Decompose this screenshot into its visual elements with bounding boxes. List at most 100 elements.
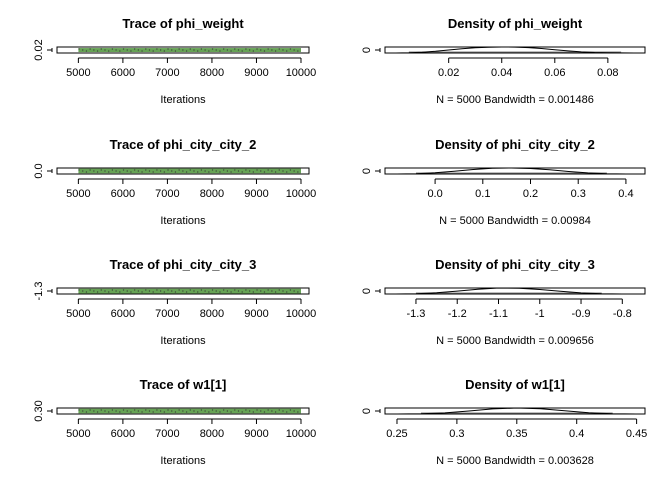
trace-point: [204, 170, 206, 172]
x-axis-label: N = 5000 Bandwidth = 0.003628: [436, 455, 594, 467]
trace-point: [108, 411, 110, 413]
trace-point: [226, 49, 228, 51]
x-tick-label: 6000: [111, 308, 135, 320]
trace-point: [163, 171, 165, 173]
trace-point: [208, 50, 210, 52]
trace-points: [78, 169, 299, 173]
density-panel-2: Density of phi_city_city_20.0 0.1 0.2 0.3 0.…: [361, 137, 646, 227]
trace-point: [293, 410, 295, 412]
trace-point: [148, 49, 151, 51]
trace-point: [278, 48, 280, 50]
x-tick-label: 7000: [155, 67, 179, 79]
trace-point: [286, 411, 288, 413]
trace-point: [223, 289, 225, 291]
trace-point: [260, 49, 262, 51]
y-axis: 0.0: [33, 163, 53, 179]
trace-point: [141, 291, 143, 293]
plot-frame: [384, 287, 646, 295]
trace-point: [286, 171, 288, 173]
trace-point: [82, 290, 84, 292]
trace-point: [100, 169, 102, 171]
y-axis: 0.02: [33, 39, 53, 61]
trace-point: [115, 410, 117, 412]
trace-point: [293, 170, 295, 172]
trace-point: [200, 289, 203, 291]
trace-point: [156, 289, 158, 291]
panel-title: Trace of phi_weight: [122, 16, 244, 31]
trace-point: [141, 171, 143, 173]
trace-point: [215, 170, 217, 172]
x-tick-label: 9000: [244, 67, 268, 79]
trace-point: [148, 290, 151, 292]
x-axis: 5000 6000 7000 8000 9000 10000: [66, 418, 316, 440]
trace-point: [78, 409, 80, 411]
trace-point: [193, 170, 195, 172]
plot-frame: [384, 46, 646, 54]
plot-frame: [56, 167, 310, 175]
x-tick-label: 0.35: [506, 428, 527, 440]
trace-point: [130, 50, 132, 52]
trace-point: [152, 411, 154, 413]
trace-point: [245, 169, 247, 171]
x-tick-label: 5000: [66, 308, 90, 320]
trace-point: [226, 410, 228, 412]
trace-point: [241, 291, 243, 293]
trace-point: [189, 409, 191, 411]
trace-point: [208, 411, 210, 413]
trace-point: [167, 289, 169, 291]
x-axis: 5000 6000 7000 8000 9000 10000: [66, 57, 316, 79]
trace-point: [182, 410, 184, 412]
trace-point: [89, 48, 91, 50]
trace-point: [230, 411, 232, 413]
trace-point: [278, 289, 280, 291]
trace-point: [134, 409, 136, 411]
trace-point: [267, 169, 269, 171]
trace-point: [197, 411, 199, 413]
trace-point: [167, 409, 169, 411]
x-tick-label: 5000: [66, 67, 90, 79]
trace-point: [289, 169, 292, 171]
trace-panel-1: Trace of phi_weight 5000 6000 7000 8000 9000 1…: [33, 16, 316, 106]
x-tick-label: -1.3: [406, 308, 425, 320]
trace-point: [256, 409, 258, 411]
trace-point: [148, 410, 151, 412]
trace-point: [160, 410, 162, 412]
trace-point: [282, 170, 284, 172]
trace-point: [178, 409, 180, 411]
x-tick-label: 0.2: [523, 188, 538, 200]
trace-point: [174, 171, 177, 173]
trace-point: [223, 409, 225, 411]
x-tick-label: 6000: [111, 428, 135, 440]
density-panel-4: Density of w1[1] 0.25 0.3 0.35 0.4 0.45 N = 50…: [361, 377, 647, 467]
trace-point: [178, 48, 180, 50]
trace-point: [297, 50, 299, 52]
trace-point: [223, 169, 225, 171]
x-axis: 5000 6000 7000 8000 9000 10000: [66, 298, 316, 320]
x-axis: 0.0 0.1 0.2 0.3 0.4: [427, 178, 634, 200]
trace-point: [152, 171, 154, 173]
trace-point: [119, 171, 121, 173]
trace-point: [96, 50, 99, 52]
x-tick-label: 7000: [155, 428, 179, 440]
x-tick-label: 0.4: [569, 428, 584, 440]
trace-point: [137, 170, 139, 172]
trace-point: [145, 409, 147, 411]
x-tick-label: 8000: [200, 428, 224, 440]
x-tick-label: 0.02: [438, 67, 459, 79]
density-panel-1: Density of phi_weight 0.02 0.04 0.06 0.08 N =…: [361, 16, 646, 106]
trace-point: [174, 291, 177, 293]
trace-point: [230, 171, 232, 173]
trace-point: [141, 50, 143, 52]
trace-point: [141, 411, 143, 413]
trace-point: [160, 49, 162, 51]
trace-point: [286, 291, 288, 293]
trace-point: [104, 170, 106, 172]
panel-title: Trace of w1[1]: [140, 377, 227, 392]
trace-point: [89, 289, 91, 291]
trace-point: [241, 171, 243, 173]
trace-point: [249, 410, 251, 412]
trace-point: [171, 170, 173, 172]
y-tick-label: 0: [361, 168, 373, 174]
trace-point: [111, 169, 113, 171]
trace-point: [260, 410, 262, 412]
